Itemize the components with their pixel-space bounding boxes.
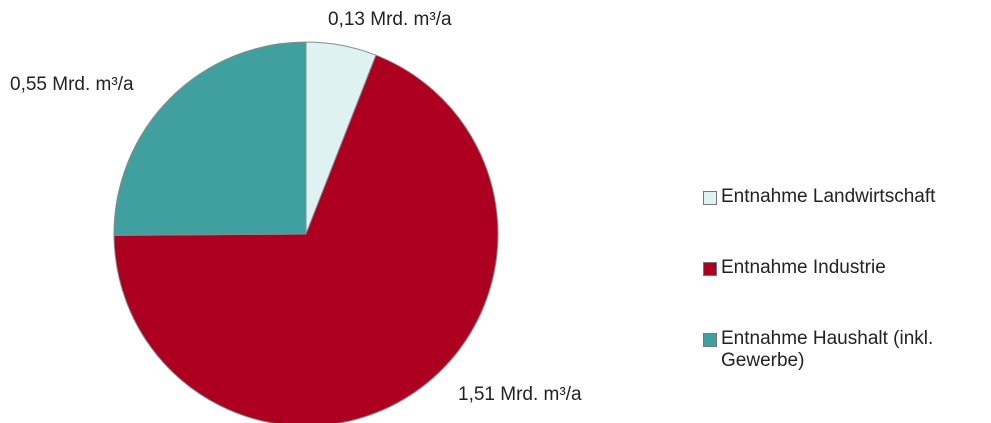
legend-swatch (703, 333, 717, 347)
data-label: 1,51 Mrd. m³/a (458, 384, 582, 405)
pie-slice (113, 54, 499, 423)
legend: Entnahme Landwirtschaft Entnahme Industri… (703, 186, 983, 421)
data-label: 0,13 Mrd. m³/a (328, 9, 452, 30)
legend-swatch (703, 262, 717, 276)
legend-item: Entnahme Haushalt (inkl. Gewerbe) (703, 328, 983, 372)
pie-slice (113, 41, 307, 236)
legend-label: Entnahme Haushalt (inkl. Gewerbe) (721, 328, 934, 371)
legend-label: Entnahme Landwirtschaft (721, 186, 936, 207)
data-label: 0,55 Mrd. m³/a (10, 74, 134, 95)
legend-item: Entnahme Landwirtschaft (703, 186, 983, 208)
legend-swatch (703, 191, 717, 205)
legend-item: Entnahme Industrie (703, 257, 983, 279)
legend-label: Entnahme Industrie (721, 257, 886, 278)
